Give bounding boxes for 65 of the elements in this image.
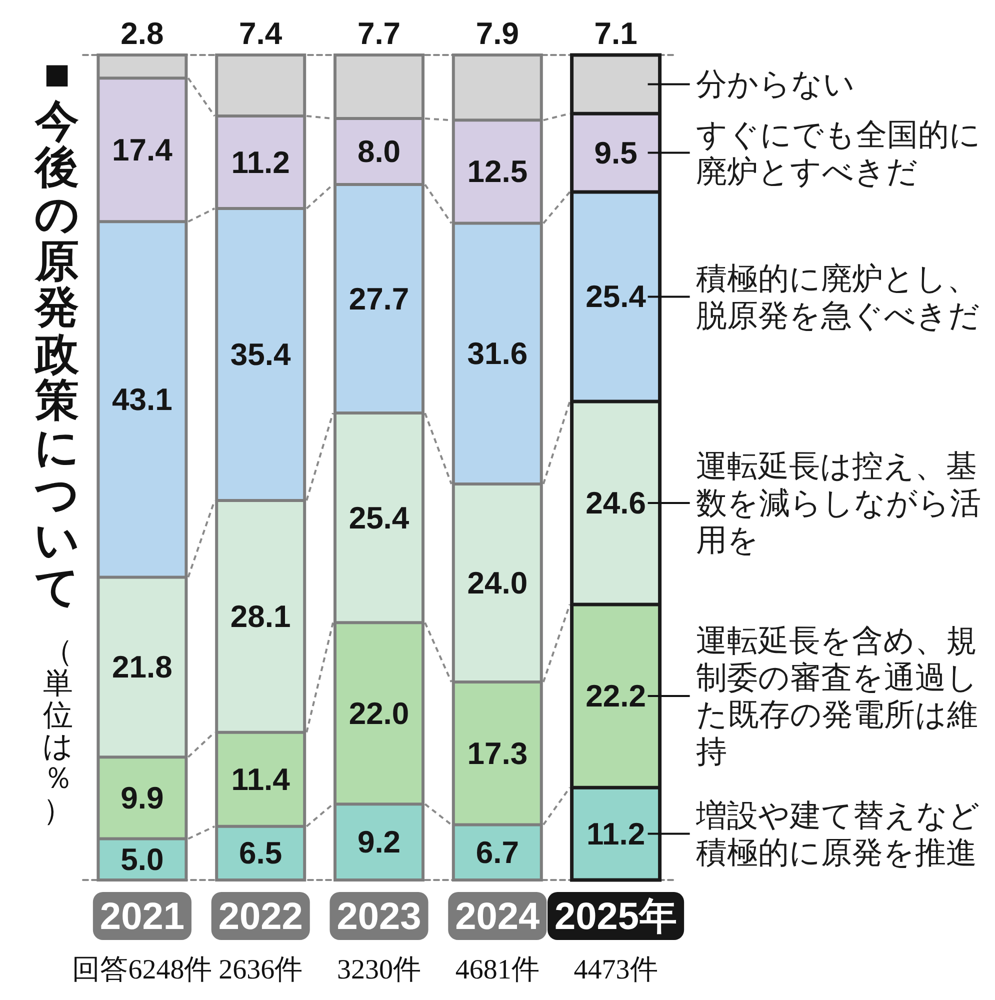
- data-label: 6.5: [239, 836, 282, 871]
- bar: [453, 55, 542, 120]
- data-label: 28.1: [230, 598, 291, 634]
- data-label: 22.2: [586, 678, 646, 714]
- data-label: 8.0: [357, 134, 401, 170]
- text: 2636件: [218, 954, 303, 986]
- data-label: 27.7: [348, 281, 410, 316]
- bar: [335, 413, 423, 623]
- bar: [216, 208, 305, 500]
- data-label: 35.4: [230, 336, 292, 372]
- text: （単位は％）: [42, 635, 74, 827]
- data-label: 2.8: [120, 16, 164, 51]
- data-label: 9.2: [357, 824, 401, 860]
- bar: [572, 604, 660, 788]
- bar: [453, 682, 542, 825]
- data-label: 11.2: [231, 144, 290, 180]
- bar: [572, 192, 660, 402]
- data-label: 43.1: [112, 382, 172, 417]
- text: 回答6248件: [72, 954, 212, 986]
- series-label: 分からない: [696, 66, 856, 103]
- data-label: 11.2: [586, 816, 646, 852]
- text: 4473件: [574, 954, 658, 986]
- bar: [216, 55, 305, 116]
- data-label: 17.3: [467, 736, 528, 771]
- bar: [453, 484, 542, 682]
- data-label: 6.7: [476, 834, 519, 870]
- x-tick-label: 2021: [100, 896, 184, 938]
- chart-title: ■今後の原発政策について: [34, 50, 80, 612]
- data-label: 12.5: [467, 154, 528, 190]
- data-label: 7.7: [357, 16, 401, 51]
- bar: [453, 223, 542, 484]
- data-label: 25.4: [586, 279, 647, 314]
- text: 3230件: [337, 954, 421, 986]
- data-label: 24.0: [467, 566, 528, 600]
- data-label: 25.4: [348, 500, 410, 536]
- series-label: 運転延長を含め、規制委の審査を通過した既存の発電所は維持: [696, 622, 979, 770]
- data-label: 11.4: [231, 762, 291, 797]
- bar: [98, 577, 186, 758]
- series-label: 運転延長は控え、基数を減らしながら活用を: [696, 447, 982, 558]
- data-label: 7.1: [594, 16, 638, 51]
- series-label: 増設や建て替えなど積極的に原発を推進: [696, 796, 981, 871]
- bar: [98, 222, 186, 578]
- data-label: 7.4: [239, 16, 283, 51]
- data-label: 17.4: [112, 132, 174, 168]
- bar: [335, 622, 423, 804]
- series-label: 積極的に廃炉とし、脱原発を急ぐべきだ: [696, 260, 981, 334]
- x-tick-label: 2024: [455, 896, 540, 938]
- bar: [216, 500, 305, 732]
- data-label: 21.8: [112, 650, 172, 685]
- data-label: 24.6: [586, 485, 646, 520]
- x-tick-label: 2023: [336, 896, 422, 938]
- text: 4681件: [455, 954, 540, 986]
- bar: [335, 184, 423, 414]
- data-label: 31.6: [467, 336, 528, 372]
- x-tick-label: 2022: [218, 896, 303, 938]
- data-label: 9.9: [120, 780, 164, 816]
- data-label: 22.0: [348, 696, 410, 731]
- bar: [572, 402, 660, 604]
- x-tick-label: 2025年: [554, 896, 678, 938]
- series-label: すぐにでも全国的に廃炉とすべきだ: [696, 116, 982, 190]
- data-label: 9.5: [594, 135, 638, 170]
- data-label: 7.9: [476, 16, 519, 51]
- bar: [335, 55, 423, 119]
- bar: [98, 78, 186, 222]
- data-label: 5.0: [120, 842, 164, 877]
